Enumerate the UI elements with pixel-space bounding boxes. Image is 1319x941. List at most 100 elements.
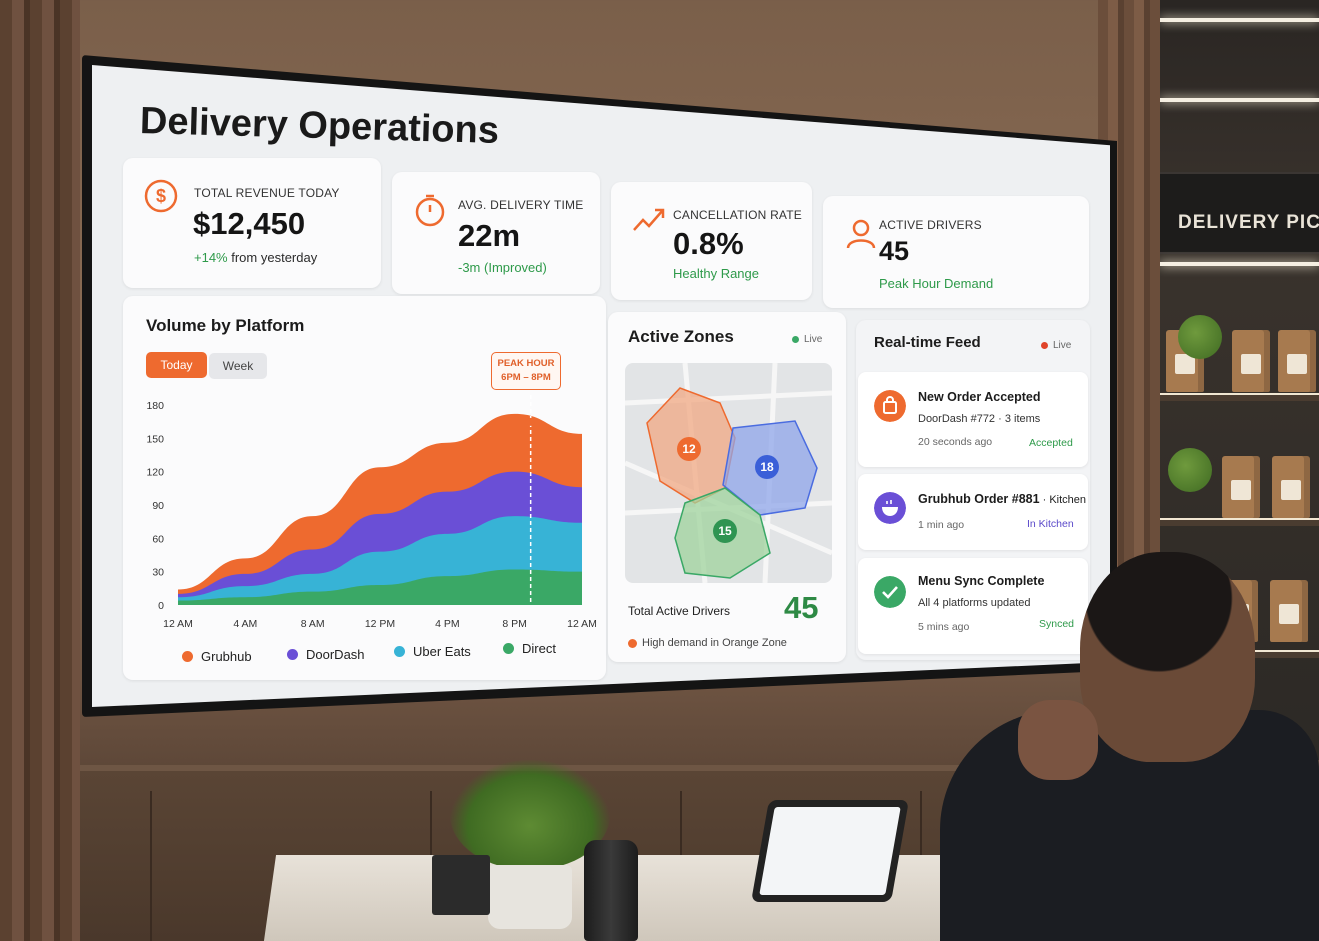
shelf-light xyxy=(1160,262,1319,266)
kpi-change-suffix: from yesterday xyxy=(227,250,318,265)
trend-up-icon xyxy=(633,208,665,231)
x-tick-label: 8 PM xyxy=(502,618,527,630)
live-dot xyxy=(792,336,799,343)
feed-item-status: Synced xyxy=(1039,618,1075,630)
volume-chart: 0 30 60 90 120 150 180 12 AM 4 AM 8 AM 12 PM 4 PM 8 … xyxy=(146,395,597,630)
peak-hour-badge: PEAK HOUR 6PM – 8PM xyxy=(491,352,561,390)
y-tick-label: 60 xyxy=(152,533,164,545)
tablet-screen xyxy=(759,807,901,895)
kpi-value: 22m xyxy=(458,218,521,253)
live-label: Live xyxy=(1053,340,1072,351)
store-sign: DELIVERY PICKU xyxy=(1160,172,1319,254)
zone-pin-orange[interactable]: 12 xyxy=(677,437,701,461)
x-tick-label: 12 AM xyxy=(567,618,597,630)
legend-grubhub[interactable]: Grubhub xyxy=(182,649,252,664)
feed-item-status: Accepted xyxy=(1029,437,1073,449)
feed-item-title-main: Grubhub Order #881 xyxy=(918,492,1040,506)
peak-badge-line1: PEAK HOUR xyxy=(497,358,555,369)
y-tick-label: 0 xyxy=(158,600,164,612)
kpi-label: Total Revenue Today xyxy=(194,186,340,200)
legend-direct[interactable]: Direct xyxy=(503,641,556,656)
live-label: Live xyxy=(804,334,823,345)
feed-item-title: Grubhub Order #881 · Kitchen xyxy=(918,492,1086,506)
kpi-card-cancellation: Cancellation Rate 0.8% Healthy Range xyxy=(611,182,812,300)
legend-label: Uber Eats xyxy=(413,644,471,659)
kpi-sub: -3m (Improved) xyxy=(458,260,547,275)
total-drivers-label: Total Active Drivers xyxy=(628,604,731,618)
volume-title: Volume by Platform xyxy=(146,316,305,335)
legend-swatch xyxy=(503,643,514,654)
feed-item-time: 20 seconds ago xyxy=(918,436,993,448)
pickup-bag xyxy=(1232,330,1270,392)
desk xyxy=(263,855,1037,941)
feed-live-indicator: Live xyxy=(1041,340,1071,351)
y-tick-label: 180 xyxy=(146,400,164,412)
zones-live-indicator: Live xyxy=(792,334,822,345)
y-tick-label: 90 xyxy=(152,500,164,512)
legend-doordash[interactable]: DoorDash xyxy=(287,647,365,662)
pickup-bag xyxy=(1278,330,1316,392)
kpi-label: Cancellation Rate xyxy=(673,208,802,222)
zone-pin-green[interactable]: 15 xyxy=(713,519,737,543)
timer-icon xyxy=(415,194,445,227)
live-dot xyxy=(1041,342,1048,349)
feed-item[interactable]: Menu Sync Complete All 4 platforms updat… xyxy=(858,558,1088,654)
pickup-bag xyxy=(1272,456,1310,518)
store-sign-text: DELIVERY PICKU xyxy=(1178,212,1319,233)
feed-item[interactable]: Grubhub Order #881 · Kitchen 1 min ago I… xyxy=(858,474,1088,550)
legend-uber-eats[interactable]: Uber Eats xyxy=(394,644,471,659)
tab-today[interactable]: Today xyxy=(146,352,207,378)
x-tick-label: 12 PM xyxy=(365,618,395,630)
tab-week[interactable]: Week xyxy=(209,353,267,379)
kpi-value: $12,450 xyxy=(193,206,306,241)
shelf-plant xyxy=(1168,448,1212,492)
pickup-bag xyxy=(1270,580,1308,642)
kpi-sub: Peak Hour Demand xyxy=(879,276,994,291)
kpi-card-revenue: $ Total Revenue Today $12,450 +14% from … xyxy=(123,158,381,288)
kpi-value: 45 xyxy=(879,236,910,266)
zones-map[interactable]: 12 18 15 xyxy=(625,363,832,583)
cabinet-door xyxy=(150,791,152,941)
feed-item-sub: DoorDash #772 · 3 items xyxy=(918,413,1041,425)
desk-plant xyxy=(450,760,610,870)
wood-wall-slats xyxy=(0,0,80,941)
plant-pot xyxy=(488,865,572,929)
svg-text:$: $ xyxy=(156,186,166,206)
feed-title: Real-time Feed xyxy=(874,334,981,351)
demand-dot xyxy=(628,638,637,648)
kpi-sub: Healthy Range xyxy=(673,266,759,281)
y-tick-label: 120 xyxy=(146,467,164,479)
feed-item[interactable]: New Order Accepted DoorDash #772 · 3 ite… xyxy=(858,372,1088,467)
feed-item-title: New Order Accepted xyxy=(918,390,1041,404)
feed-item-status: In Kitchen xyxy=(1027,518,1074,530)
pen-cup xyxy=(432,855,490,915)
water-bottle xyxy=(584,840,638,941)
legend-label: DoorDash xyxy=(306,647,365,662)
demand-note-text: High demand in Orange Zone xyxy=(642,637,787,649)
peak-badge-line2: 6PM – 8PM xyxy=(501,372,551,383)
total-drivers-value: 45 xyxy=(784,590,819,625)
ceiling-light xyxy=(1160,18,1319,22)
zone-demand-note: High demand in Orange Zone xyxy=(628,637,787,649)
kpi-change: +14% from yesterday xyxy=(194,250,317,265)
area-series-direct[interactable] xyxy=(178,569,582,605)
cooking-pot-icon xyxy=(874,492,906,524)
kpi-value: 0.8% xyxy=(673,226,744,261)
kpi-label: Avg. Delivery Time xyxy=(458,198,584,212)
kpi-card-delivery-time: Avg. Delivery Time 22m -3m (Improved) xyxy=(392,172,600,294)
legend-swatch xyxy=(182,651,193,662)
checkmark-icon xyxy=(874,576,906,608)
zones-title: Active Zones xyxy=(628,327,734,346)
legend-label: Direct xyxy=(522,641,556,656)
legend-swatch xyxy=(394,646,405,657)
kpi-card-drivers: Active Drivers 45 Peak Hour Demand xyxy=(823,196,1089,308)
peak-marker-dot[interactable] xyxy=(526,417,535,426)
pickup-bag xyxy=(1222,456,1260,518)
tablet-device[interactable] xyxy=(751,800,909,902)
x-tick-label: 4 PM xyxy=(435,618,460,630)
dollar-icon: $ xyxy=(144,179,178,213)
shelf-plant xyxy=(1178,315,1222,359)
pickup-shelves: DELIVERY PICKU xyxy=(1160,0,1319,760)
zone-pin-blue[interactable]: 18 xyxy=(755,455,779,479)
legend-swatch xyxy=(287,649,298,660)
